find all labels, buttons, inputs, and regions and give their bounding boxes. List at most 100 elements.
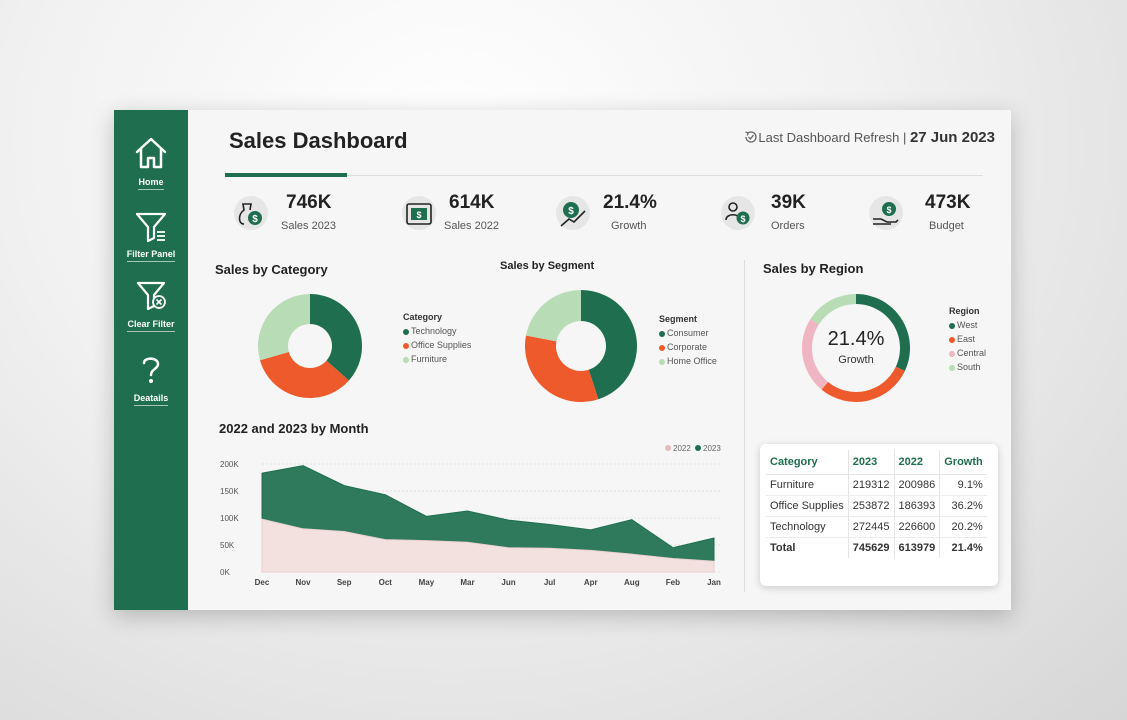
svg-text:$: $ xyxy=(252,214,258,225)
x-tick-label: Nov xyxy=(296,578,312,587)
donut-slice-corporate[interactable] xyxy=(525,335,599,402)
title-divider xyxy=(347,175,983,176)
orders-icon: $ xyxy=(721,196,755,230)
table-cell: 253872 xyxy=(847,495,895,517)
center-growth-value: 21.4% xyxy=(827,328,885,350)
table-cell: Office Supplies xyxy=(766,495,849,517)
y-tick-label: 100K xyxy=(220,514,239,523)
table-row: Furniture 219312 200986 9.1% xyxy=(766,474,987,496)
table-cell: 36.2% xyxy=(939,495,987,517)
nav-clear-filter[interactable]: Clear Filter xyxy=(114,278,188,332)
nav-home[interactable]: Home xyxy=(114,134,188,190)
legend-label: Corporate xyxy=(667,342,708,352)
x-tick-label: May xyxy=(419,578,435,587)
nav-clear-filter-label: Clear Filter xyxy=(127,319,175,332)
question-icon xyxy=(142,357,160,383)
legend-label: Office Supplies xyxy=(411,340,472,350)
donut-slice-consumer[interactable] xyxy=(581,290,637,400)
column-header[interactable]: Growth xyxy=(939,450,987,475)
budget-hand-icon: $ xyxy=(869,196,903,230)
nav-details[interactable]: Deatails xyxy=(114,350,188,406)
x-tick-label: Mar xyxy=(460,578,474,587)
legend-label: Central xyxy=(957,348,987,358)
refresh-date: 27 Jun 2023 xyxy=(909,129,995,146)
kpi-label: Budget xyxy=(929,220,964,232)
home-icon xyxy=(135,137,167,169)
kpi-value: 614K xyxy=(449,192,495,213)
cash-register-icon: $ xyxy=(402,196,436,230)
legend-item[interactable]: Technology xyxy=(403,326,471,336)
refresh-icon xyxy=(745,131,758,143)
donut-slice-west[interactable] xyxy=(856,294,910,371)
donut-slice-central[interactable] xyxy=(802,319,828,390)
legend-item[interactable]: Home Office xyxy=(659,356,717,366)
region-center-value: 21.4% Growth xyxy=(794,328,918,366)
donut-slice-furniture[interactable] xyxy=(258,294,310,361)
dashboard-frame: Home Filter Panel Clear Filter xyxy=(114,110,1011,610)
column-header[interactable]: 2023 xyxy=(847,450,895,475)
y-tick-label: 150K xyxy=(220,487,239,496)
page-title: Sales Dashboard xyxy=(229,128,408,153)
legend-label[interactable]: 2022 xyxy=(673,444,691,453)
legend-title: Segment xyxy=(659,314,698,324)
legend-label: West xyxy=(957,320,978,330)
title-underline xyxy=(225,173,347,177)
x-tick-label: Oct xyxy=(379,578,393,587)
segment-legend: Segment Consumer Corporate Home Office xyxy=(659,314,717,370)
legend-item[interactable]: Central xyxy=(949,348,986,358)
area-series-2022[interactable] xyxy=(261,518,715,573)
table-cell: 745629 xyxy=(847,537,895,558)
table-cell: Technology xyxy=(766,516,849,538)
table-header-row: Category 2023 2022 Growth xyxy=(766,450,987,475)
x-tick-label: Sep xyxy=(337,578,352,587)
legend-swatch xyxy=(949,364,955,371)
kpi-label: Sales 2023 xyxy=(281,220,337,232)
donut-slice-office-supplies[interactable] xyxy=(259,352,349,398)
donut-slice-east[interactable] xyxy=(821,366,905,402)
category-chart-title: Sales by Category xyxy=(215,262,328,277)
nav-home-label: Home xyxy=(138,177,164,190)
region-chart-title: Sales by Region xyxy=(763,261,864,276)
donut-slice-home-office[interactable] xyxy=(525,290,581,342)
legend-label: South xyxy=(957,362,981,372)
donut-slice-technology[interactable] xyxy=(310,294,362,381)
legend-item[interactable]: Office Supplies xyxy=(403,340,471,350)
month-chart-title: 2022 and 2023 by Month xyxy=(219,421,369,436)
table-cell: 9.1% xyxy=(939,474,987,496)
legend-item[interactable]: Corporate xyxy=(659,342,717,352)
legend-title: Category xyxy=(403,312,443,322)
clear-filter-icon xyxy=(136,281,166,311)
summary-table-card: Category 2023 2022 Growth Furniture 2193… xyxy=(760,444,998,586)
region-donut-chart xyxy=(802,294,910,402)
table-cell: 186393 xyxy=(893,495,940,517)
segment-donut-chart xyxy=(525,290,637,402)
section-divider xyxy=(744,260,745,592)
column-header[interactable]: 2022 xyxy=(893,450,940,475)
legend-item[interactable]: East xyxy=(949,334,986,344)
kpi-label: Growth xyxy=(611,220,647,232)
table-cell: 219312 xyxy=(847,474,895,496)
donut-slice-south[interactable] xyxy=(810,294,856,325)
legend-label[interactable]: 2023 xyxy=(703,444,721,453)
growth-icon: $ xyxy=(556,196,590,230)
svg-text:$: $ xyxy=(568,206,574,217)
table-cell: 226600 xyxy=(893,516,940,538)
legend-swatch xyxy=(403,328,409,335)
legend-swatch xyxy=(659,358,665,365)
kpi-value: 746K xyxy=(286,192,332,213)
x-tick-label: Feb xyxy=(666,578,680,587)
legend-item[interactable]: West xyxy=(949,320,986,330)
legend-label: Furniture xyxy=(411,354,448,364)
legend-item[interactable]: South xyxy=(949,362,986,372)
table-row: Technology 272445 226600 20.2% xyxy=(766,516,987,538)
summary-table: Category 2023 2022 Growth Furniture 2193… xyxy=(766,450,987,558)
y-tick-label: 0K xyxy=(220,568,230,577)
legend-item[interactable]: Furniture xyxy=(403,354,471,364)
nav-filter-panel[interactable]: Filter Panel xyxy=(114,208,188,262)
legend-item[interactable]: Consumer xyxy=(659,328,717,338)
money-bag-icon: $ xyxy=(234,196,268,230)
kpi-value: 39K xyxy=(771,192,806,213)
sidebar: Home Filter Panel Clear Filter xyxy=(114,110,188,610)
column-header[interactable]: Category xyxy=(766,450,849,475)
table-cell: Total xyxy=(770,542,796,554)
